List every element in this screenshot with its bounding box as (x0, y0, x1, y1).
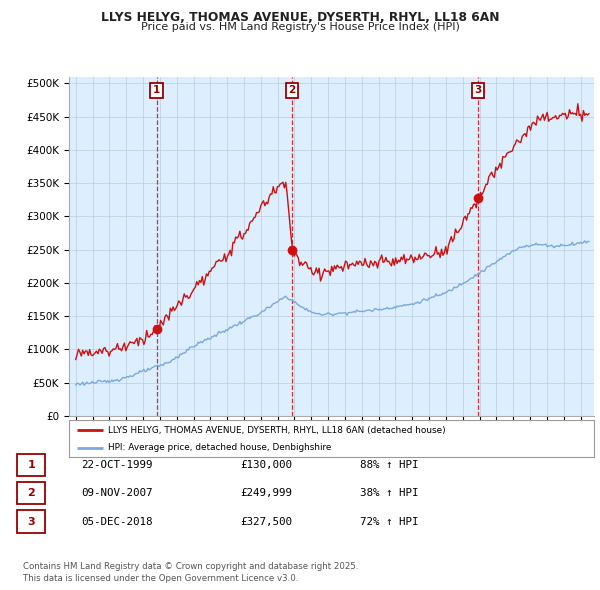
Text: 3: 3 (475, 85, 482, 95)
Text: 05-DEC-2018: 05-DEC-2018 (81, 517, 152, 526)
Text: 1: 1 (153, 85, 160, 95)
Text: £130,000: £130,000 (240, 460, 292, 470)
Text: HPI: Average price, detached house, Denbighshire: HPI: Average price, detached house, Denb… (109, 444, 332, 453)
Text: Contains HM Land Registry data © Crown copyright and database right 2025.
This d: Contains HM Land Registry data © Crown c… (23, 562, 358, 583)
Text: 88% ↑ HPI: 88% ↑ HPI (360, 460, 419, 470)
Text: 72% ↑ HPI: 72% ↑ HPI (360, 517, 419, 526)
Text: LLYS HELYG, THOMAS AVENUE, DYSERTH, RHYL, LL18 6AN (detached house): LLYS HELYG, THOMAS AVENUE, DYSERTH, RHYL… (109, 425, 446, 435)
Text: 2: 2 (28, 489, 35, 498)
Text: LLYS HELYG, THOMAS AVENUE, DYSERTH, RHYL, LL18 6AN: LLYS HELYG, THOMAS AVENUE, DYSERTH, RHYL… (101, 11, 499, 24)
Text: £327,500: £327,500 (240, 517, 292, 526)
Text: Price paid vs. HM Land Registry's House Price Index (HPI): Price paid vs. HM Land Registry's House … (140, 22, 460, 32)
Text: 1: 1 (28, 460, 35, 470)
Text: 38% ↑ HPI: 38% ↑ HPI (360, 489, 419, 498)
Text: 09-NOV-2007: 09-NOV-2007 (81, 489, 152, 498)
Text: 2: 2 (289, 85, 296, 95)
Text: 3: 3 (28, 517, 35, 526)
Text: 22-OCT-1999: 22-OCT-1999 (81, 460, 152, 470)
Text: £249,999: £249,999 (240, 489, 292, 498)
